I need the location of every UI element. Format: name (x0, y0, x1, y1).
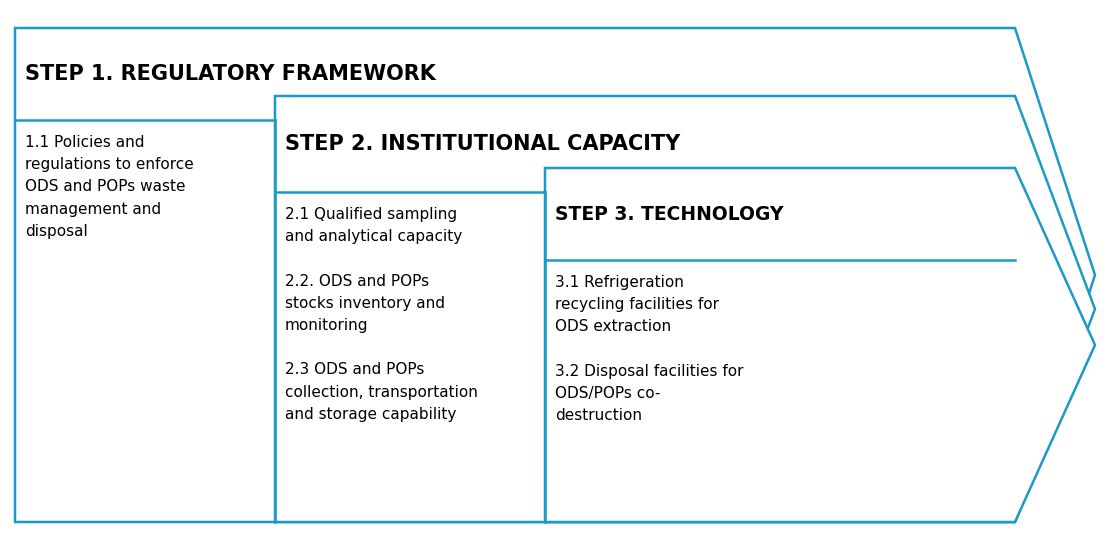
Text: 1.1 Policies and
regulations to enforce
ODS and POPs waste
management and
dispos: 1.1 Policies and regulations to enforce … (25, 135, 194, 239)
Text: STEP 2. INSTITUTIONAL CAPACITY: STEP 2. INSTITUTIONAL CAPACITY (284, 134, 680, 154)
Polygon shape (15, 28, 1095, 522)
Polygon shape (545, 168, 1095, 522)
Polygon shape (276, 96, 1095, 522)
Text: 3.1 Refrigeration
recycling facilities for
ODS extraction

3.2 Disposal faciliti: 3.1 Refrigeration recycling facilities f… (556, 275, 744, 423)
Text: STEP 3. TECHNOLOGY: STEP 3. TECHNOLOGY (556, 204, 784, 224)
Text: 2.1 Qualified sampling
and analytical capacity

2.2. ODS and POPs
stocks invento: 2.1 Qualified sampling and analytical ca… (284, 207, 478, 422)
Text: STEP 1. REGULATORY FRAMEWORK: STEP 1. REGULATORY FRAMEWORK (25, 64, 436, 84)
